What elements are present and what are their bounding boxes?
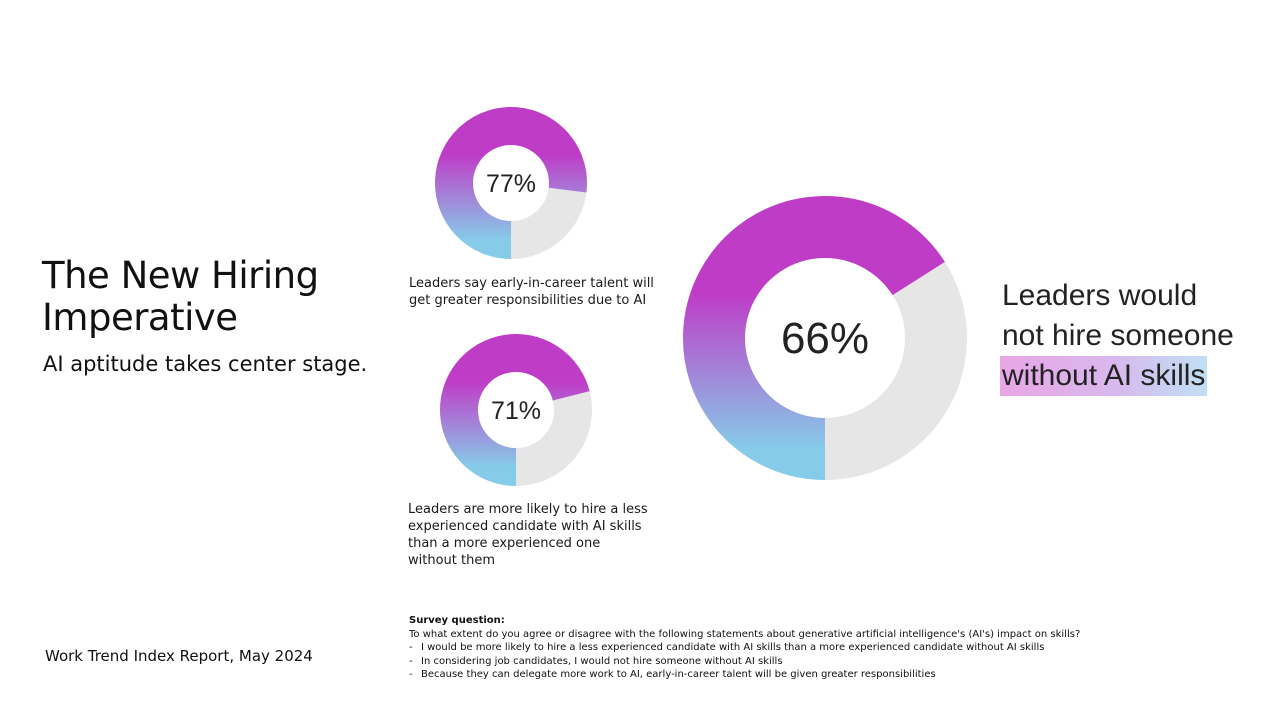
donut-caption-71: Leaders are more likely to hire a less e… [408, 502, 648, 568]
survey-question: To what extent do you agree or disagree … [409, 628, 1081, 640]
page-title: The New Hiring Imperative [42, 254, 319, 339]
callout-line-2: not hire someone [1002, 319, 1234, 352]
survey-item: I would be more likely to hire a less ex… [409, 641, 1209, 655]
donut-caption-77: Leaders say early-in-career talent will … [409, 276, 654, 308]
donut-center-label: 66% [781, 314, 869, 363]
donut-value-arc [435, 107, 587, 259]
callout-text: Leaders would not hire someone without A… [1000, 276, 1234, 396]
survey-item: In considering job candidates, I would n… [409, 655, 1209, 669]
donut-center-label: 71% [491, 397, 541, 425]
donut-chart-66: 66% [683, 196, 967, 480]
survey-notes: Survey question: To what extent do you a… [409, 614, 1209, 682]
survey-heading: Survey question: [409, 615, 505, 626]
callout-line-3-highlight: without AI skills [1000, 356, 1208, 396]
donut-chart-77: 77% [435, 106, 587, 260]
donut-svg-2: 71% [440, 334, 592, 486]
report-source: Work Trend Index Report, May 2024 [45, 647, 313, 665]
donut-svg-3: 66% [683, 196, 967, 480]
callout-line-1: Leaders would [1002, 279, 1198, 312]
donut-value-arc [440, 334, 590, 486]
page-subtitle: AI aptitude takes center stage. [43, 352, 368, 376]
donut-chart-71: 71% [439, 333, 593, 487]
donut-svg-1: 77% [435, 107, 587, 259]
donut-value-arc [683, 196, 945, 480]
survey-item: Because they can delegate more work to A… [409, 668, 1209, 682]
donut-center-label: 77% [486, 170, 536, 198]
